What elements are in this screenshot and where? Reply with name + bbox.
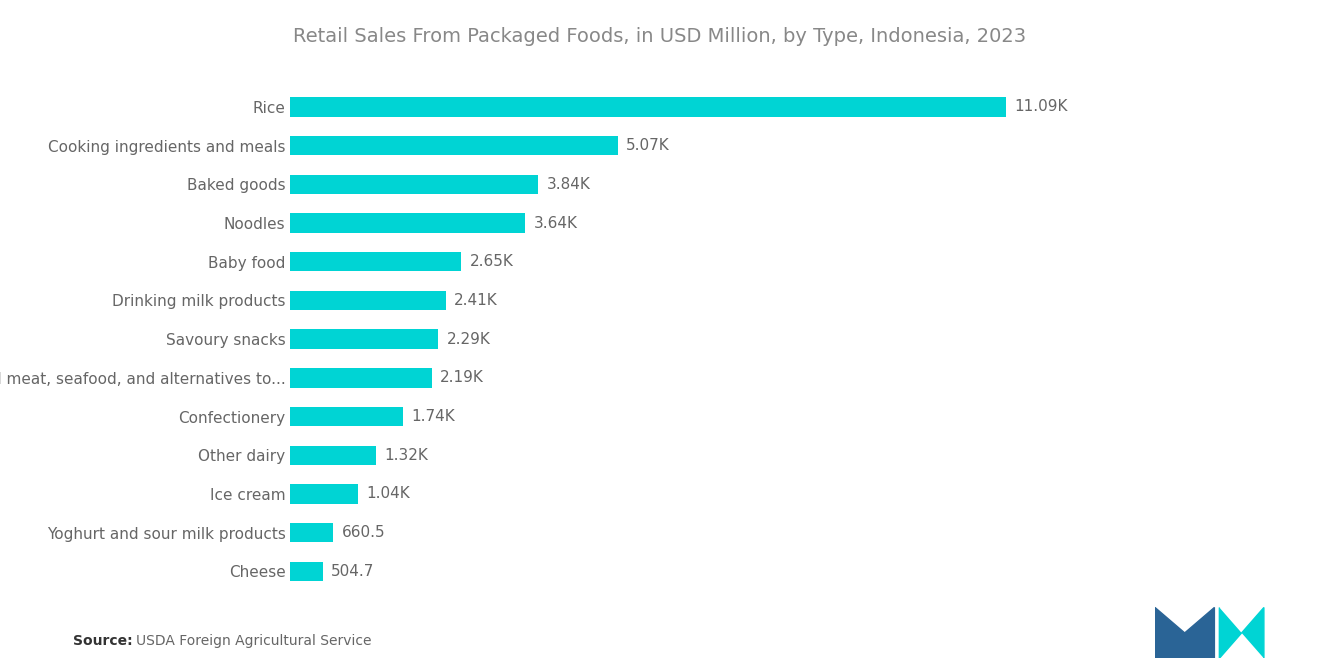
Bar: [290, 523, 333, 543]
Polygon shape: [1220, 608, 1263, 658]
Text: Source:: Source:: [73, 634, 132, 648]
Text: 3.64K: 3.64K: [533, 215, 578, 231]
Text: 1.32K: 1.32K: [384, 448, 428, 463]
Text: 2.29K: 2.29K: [446, 332, 491, 346]
Bar: [290, 446, 376, 465]
Text: 5.07K: 5.07K: [626, 138, 669, 153]
Text: 504.7: 504.7: [331, 564, 375, 579]
Text: 3.84K: 3.84K: [546, 177, 590, 192]
Text: 1.04K: 1.04K: [366, 487, 409, 501]
Text: 2.41K: 2.41K: [454, 293, 498, 308]
Text: 11.09K: 11.09K: [1015, 99, 1068, 114]
Bar: [290, 252, 462, 271]
Bar: [290, 329, 438, 349]
Bar: [290, 136, 618, 156]
Polygon shape: [1155, 608, 1214, 658]
Bar: [290, 407, 403, 426]
Bar: [290, 562, 323, 581]
Text: 1.74K: 1.74K: [411, 409, 455, 424]
Text: Retail Sales From Packaged Foods, in USD Million, by Type, Indonesia, 2023: Retail Sales From Packaged Foods, in USD…: [293, 27, 1027, 46]
Text: 2.19K: 2.19K: [440, 370, 484, 385]
Bar: [290, 291, 446, 310]
Bar: [290, 175, 539, 194]
Bar: [290, 213, 525, 233]
Text: 2.65K: 2.65K: [470, 254, 513, 269]
Bar: [290, 484, 358, 503]
Text: USDA Foreign Agricultural Service: USDA Foreign Agricultural Service: [136, 634, 371, 648]
Bar: [290, 97, 1006, 116]
Text: 660.5: 660.5: [342, 525, 385, 540]
Bar: [290, 368, 432, 388]
